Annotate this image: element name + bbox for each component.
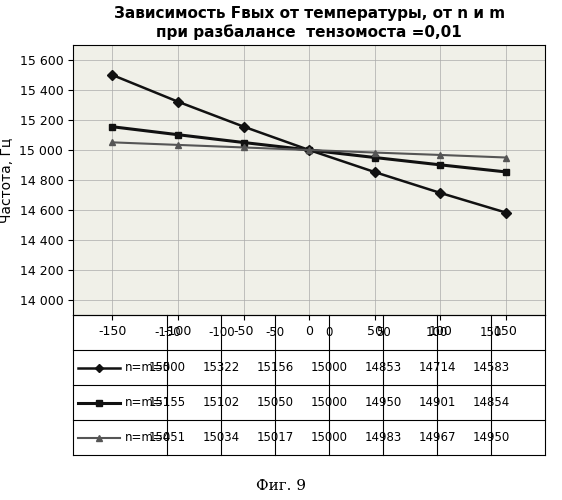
n=m=0 bbox=[437, 190, 443, 196]
Text: 14853: 14853 bbox=[365, 361, 402, 374]
Line: n=m=0: n=m=0 bbox=[109, 72, 509, 216]
Text: 15017: 15017 bbox=[257, 431, 294, 444]
n=m=1 bbox=[306, 147, 312, 153]
Text: n=m=0: n=m=0 bbox=[125, 361, 171, 374]
n=m=4 bbox=[109, 140, 116, 145]
n=m=1 bbox=[371, 154, 378, 160]
n=m=0 bbox=[502, 210, 509, 216]
Text: -100: -100 bbox=[208, 326, 235, 339]
n=m=4 bbox=[175, 142, 182, 148]
Text: 15155: 15155 bbox=[149, 396, 186, 409]
n=m=4 bbox=[502, 154, 509, 160]
Text: 15000: 15000 bbox=[311, 396, 348, 409]
Text: 0: 0 bbox=[325, 326, 333, 339]
n=m=1 bbox=[437, 162, 443, 168]
Text: 14901: 14901 bbox=[419, 396, 456, 409]
Text: 14854: 14854 bbox=[473, 396, 510, 409]
Text: 15051: 15051 bbox=[149, 431, 186, 444]
n=m=4 bbox=[306, 147, 312, 153]
Text: 15156: 15156 bbox=[257, 361, 294, 374]
Text: 15050: 15050 bbox=[257, 396, 294, 409]
n=m=0 bbox=[175, 98, 182, 104]
n=m=4 bbox=[240, 144, 247, 150]
n=m=0 bbox=[371, 169, 378, 175]
Text: 14983: 14983 bbox=[365, 431, 402, 444]
n=m=4 bbox=[437, 152, 443, 158]
Text: 15102: 15102 bbox=[203, 396, 240, 409]
n=m=1 bbox=[240, 140, 247, 145]
Text: Фиг. 9: Фиг. 9 bbox=[256, 479, 306, 493]
Line: n=m=4: n=m=4 bbox=[109, 139, 509, 161]
Title: Зависимость Fвых от температуры, от n и m
при разбалансе  тензомоста =0,01: Зависимость Fвых от температуры, от n и … bbox=[114, 6, 505, 40]
Text: -150: -150 bbox=[154, 326, 181, 339]
n=m=0 bbox=[306, 147, 312, 153]
Text: 14950: 14950 bbox=[365, 396, 402, 409]
Text: n=m=1: n=m=1 bbox=[125, 396, 171, 409]
Text: 150: 150 bbox=[480, 326, 502, 339]
Text: -50: -50 bbox=[266, 326, 285, 339]
Text: 15500: 15500 bbox=[149, 361, 186, 374]
Text: n=m=4: n=m=4 bbox=[125, 431, 171, 444]
Text: 14950: 14950 bbox=[473, 431, 510, 444]
n=m=1 bbox=[109, 124, 116, 130]
Text: 15034: 15034 bbox=[203, 431, 240, 444]
n=m=0 bbox=[109, 72, 116, 78]
Text: 15000: 15000 bbox=[311, 431, 348, 444]
Line: n=m=1: n=m=1 bbox=[109, 124, 509, 176]
Text: 15322: 15322 bbox=[203, 361, 240, 374]
n=m=0 bbox=[240, 124, 247, 130]
n=m=4 bbox=[371, 150, 378, 156]
Text: 14583: 14583 bbox=[473, 361, 510, 374]
Text: 14714: 14714 bbox=[419, 361, 456, 374]
Text: 100: 100 bbox=[426, 326, 448, 339]
n=m=1 bbox=[175, 132, 182, 138]
Text: 14967: 14967 bbox=[419, 431, 456, 444]
Text: 50: 50 bbox=[376, 326, 391, 339]
n=m=1 bbox=[502, 169, 509, 175]
Y-axis label: Частота, Гц: Частота, Гц bbox=[0, 138, 14, 222]
Text: 15000: 15000 bbox=[311, 361, 348, 374]
